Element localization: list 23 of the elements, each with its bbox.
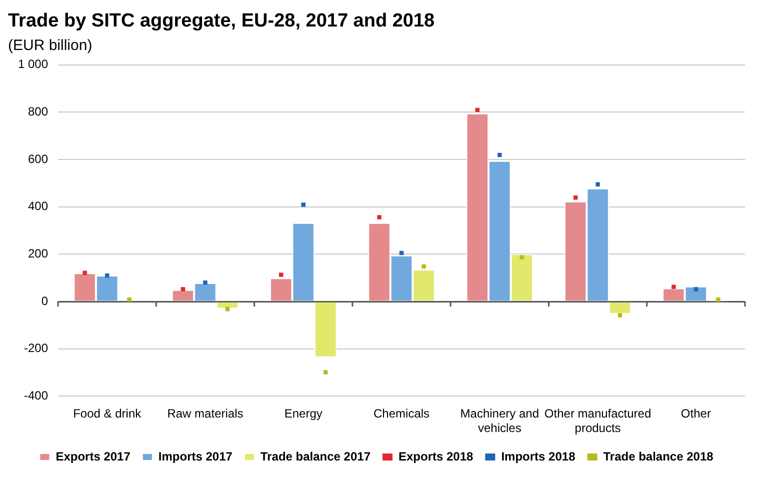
legend-label: Exports 2018 [398, 449, 474, 464]
y-tick-label: 1 000 [18, 57, 48, 72]
x-tick-label: Energy [284, 406, 322, 421]
legend-label: Imports 2018 [501, 449, 576, 464]
chart-subtitle: (EUR billion) [8, 36, 92, 54]
y-tick-label: -400 [24, 388, 48, 403]
x-tick-label: Other [680, 406, 711, 421]
legend-label: Exports 2017 [56, 449, 131, 464]
y-tick-label: 800 [28, 104, 48, 118]
y-tick-label: 400 [28, 199, 48, 214]
y-tick-label: 200 [28, 246, 48, 260]
legend-label: Imports 2017 [158, 449, 233, 464]
y-tick-label: 600 [28, 152, 48, 166]
y-tick-label: 0 [41, 294, 48, 308]
x-tick-label: Machinery and vehicles [460, 406, 540, 436]
legend-label: Trade balance 2017 [260, 449, 371, 464]
y-tick-label: -200 [24, 341, 48, 356]
x-tick-label: Raw materials [167, 406, 244, 421]
x-tick-label: Chemicals [374, 406, 430, 421]
x-tick-label: Other manufactured products [544, 406, 652, 436]
legend-label: Trade balance 2018 [603, 449, 714, 464]
chart-title: Trade by SITC aggregate, EU-28, 2017 and 2018 [8, 10, 435, 32]
x-tick-label: Food & drink [73, 406, 142, 421]
